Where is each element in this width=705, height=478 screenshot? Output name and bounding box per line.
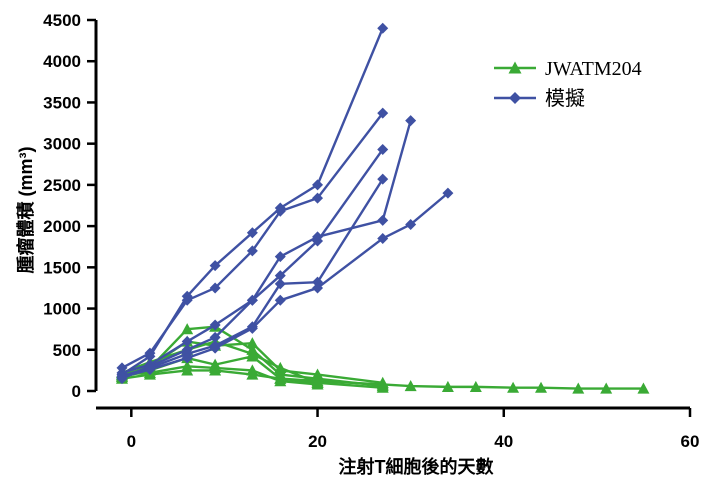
data-point-triangle [469,380,482,392]
data-point-diamond [312,282,324,294]
data-point-diamond [246,294,258,306]
x-tick-label: 60 [681,432,700,451]
data-point-triangle [600,382,613,394]
data-point-diamond [377,143,389,155]
series-line [121,369,644,390]
data-point-diamond [116,371,128,383]
y-tick-label: 3000 [43,135,81,154]
data-point-triangle [311,376,324,388]
data-point-diamond [377,22,389,34]
data-point-diamond [181,294,193,306]
data-point-diamond [274,270,286,282]
y-tick-label: 0 [72,382,81,401]
data-point-triangle [246,337,259,349]
legend-item-jwatm204: JWATM204 [494,58,642,80]
series-line [121,192,449,379]
data-point-diamond [144,347,156,359]
data-point-diamond [209,319,221,331]
y-tick-label: 2000 [43,217,81,236]
x-tick-label: 40 [494,432,513,451]
data-point-triangle [441,380,454,392]
legend-label-jwatm204: JWATM204 [545,58,642,80]
legend-marker-triangle [508,61,522,74]
legend: JWATM204 模擬 [494,58,642,110]
y-tick-label: 1500 [43,258,81,277]
data-point-diamond [377,214,389,226]
data-point-triangle [246,364,259,376]
data-point-diamond [274,251,286,263]
data-point-triangle [274,361,287,374]
axes [94,20,690,410]
data-point-diamond [209,282,221,294]
data-point-diamond [312,192,324,204]
data-point-triangle [209,361,222,374]
series-line [121,178,384,378]
data-point-diamond [312,179,324,191]
data-point-triangle [311,368,324,380]
x-axis-title: 注射T細胞後的天數 [339,456,494,477]
data-point-triangle [246,347,259,359]
legend-marker-diamond [509,92,521,104]
data-point-diamond [442,187,454,199]
series-line [121,112,384,369]
data-point-triangle [507,381,520,393]
y-tick-label: 3500 [43,93,81,112]
data-point-triangle [376,381,389,393]
y-tick-label: 4500 [43,11,81,30]
x-tick-label: 0 [127,432,136,451]
data-point-diamond [209,331,221,343]
data-point-diamond [181,352,193,364]
series-layer [116,22,650,394]
data-point-diamond [274,278,286,290]
x-tick-label: 20 [308,432,327,451]
legend-item-mock: 模擬 [494,87,585,110]
data-point-triangle [274,375,287,387]
data-point-triangle [404,380,417,392]
data-point-diamond [377,107,389,119]
data-point-diamond [209,342,221,354]
data-point-triangle [535,381,548,393]
data-point-diamond [377,173,389,185]
data-point-diamond [405,218,417,230]
data-point-triangle [572,382,585,394]
data-point-diamond [274,205,286,217]
y-axis-ticks: 0 500 1000 1500 2000 2500 3000 3500 4000 4500 [43,11,96,401]
series-mock-6 [116,187,454,383]
legend-label-mock: 模擬 [545,87,585,110]
y-tick-label: 1000 [43,300,81,319]
data-point-diamond [274,294,286,306]
data-point-triangle [637,382,650,394]
x-axis-ticks: 0 20 40 60 [127,408,700,451]
data-point-triangle [181,360,194,372]
series-line [121,148,384,375]
data-point-diamond [144,364,156,376]
data-point-triangle [181,323,194,335]
data-point-diamond [377,232,389,244]
y-tick-label: 2500 [43,176,81,195]
y-tick-label: 4000 [43,52,81,71]
data-point-diamond [181,336,193,348]
data-point-diamond [246,245,258,257]
data-point-diamond [312,235,324,247]
y-axis-title: 腫瘤體積 (mm³) [15,147,36,274]
data-point-diamond [209,260,221,272]
data-point-diamond [246,227,258,239]
data-point-diamond [246,322,258,334]
y-tick-label: 500 [53,341,81,360]
series-mock-3 [116,115,417,385]
data-point-diamond [405,115,417,127]
